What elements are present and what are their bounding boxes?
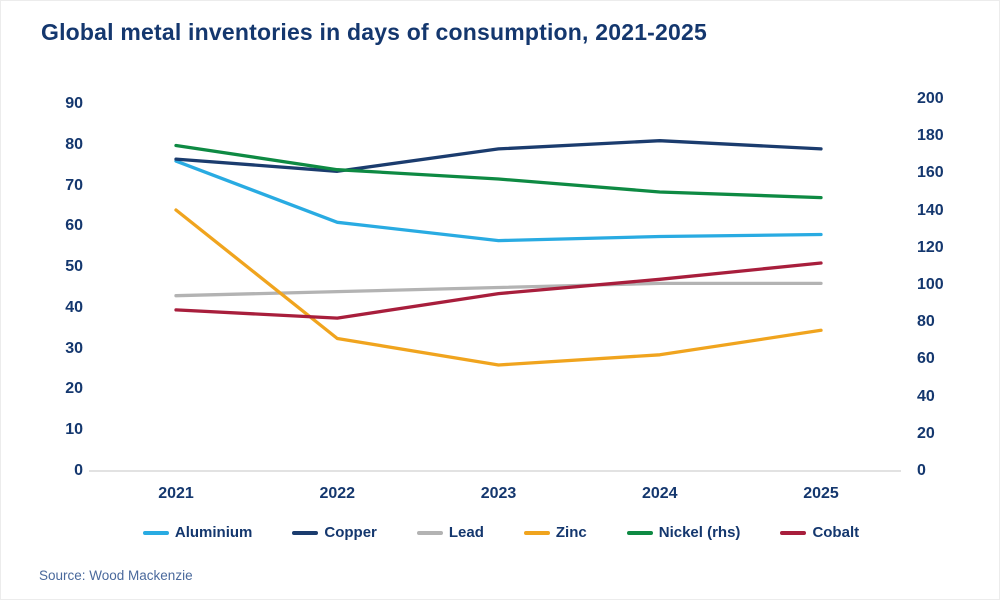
legend-label-aluminium: Aluminium [174,524,253,541]
series-line-copper [174,139,823,173]
legend-item-aluminium: Aluminium [142,524,253,541]
chart-title: Global metal inventories in days of cons… [41,19,708,45]
legend-label-cobalt: Cobalt [812,524,860,541]
legend-swatch-cobalt [780,530,807,535]
right-axis-tick-120: 120 [917,238,944,256]
legend-item-zinc: Zinc [523,524,587,541]
right-axis-tick-0: 0 [917,462,926,479]
series-line-cobalt [174,261,823,320]
series-line-zinc [174,208,823,367]
legend-swatch-copper [292,530,319,535]
legend-item-nickel-rhs: Nickel (rhs) [626,524,741,541]
source-note: Source: Wood Mackenzie [39,568,193,583]
left-axis-tick-20: 20 [65,380,83,398]
legend-item-cobalt: Cobalt [780,524,859,541]
left-axis-tick-90: 90 [65,95,83,112]
right-axis-tick-140: 140 [917,201,944,219]
legend: Aluminium Copper Lead Zinc Nickel (rhs) Cobal… [1,524,1000,541]
legend-label-copper: Copper [324,524,377,541]
legend-label-lead: Lead [448,524,484,541]
right-axis-tick-80: 80 [917,313,935,331]
left-axis-tick-0: 0 [74,462,83,479]
legend-swatch-lead [416,530,443,535]
series-line-lead [174,281,823,298]
left-axis-tick-40: 40 [65,298,83,316]
right-axis-tick-180: 180 [917,127,944,145]
x-axis-tick-2023: 2023 [480,485,517,502]
legend-swatch-aluminium [142,530,169,535]
left-axis-tick-30: 30 [65,339,83,357]
left-axis-tick-80: 80 [65,135,83,153]
legend-item-copper: Copper [292,524,377,541]
right-axis-tick-40: 40 [917,387,935,405]
series-line-aluminium [174,159,823,243]
right-axis-tick-200: 200 [917,90,944,107]
x-axis-tick-2025: 2025 [803,485,839,502]
legend-label-zinc: Zinc [555,524,587,541]
series-line-nickel-rhs [174,143,823,200]
x-axis-tick-2024: 2024 [641,485,678,502]
right-axis-tick-60: 60 [917,350,935,368]
legend-swatch-zinc [523,530,550,535]
x-axis-tick-2021: 2021 [158,485,194,502]
legend-label-nickel-rhs: Nickel (rhs) [658,524,741,541]
right-axis-tick-20: 20 [917,424,935,442]
left-axis-tick-60: 60 [65,217,83,235]
left-axis-tick-10: 10 [65,421,83,439]
right-axis-tick-100: 100 [917,276,944,293]
legend-swatch-nickel-rhs [626,530,653,535]
left-axis-tick-70: 70 [65,176,83,194]
left-axis-tick-50: 50 [65,258,83,276]
right-axis-tick-160: 160 [917,164,944,182]
x-axis-tick-2022: 2022 [319,485,356,502]
legend-item-lead: Lead [416,524,484,541]
